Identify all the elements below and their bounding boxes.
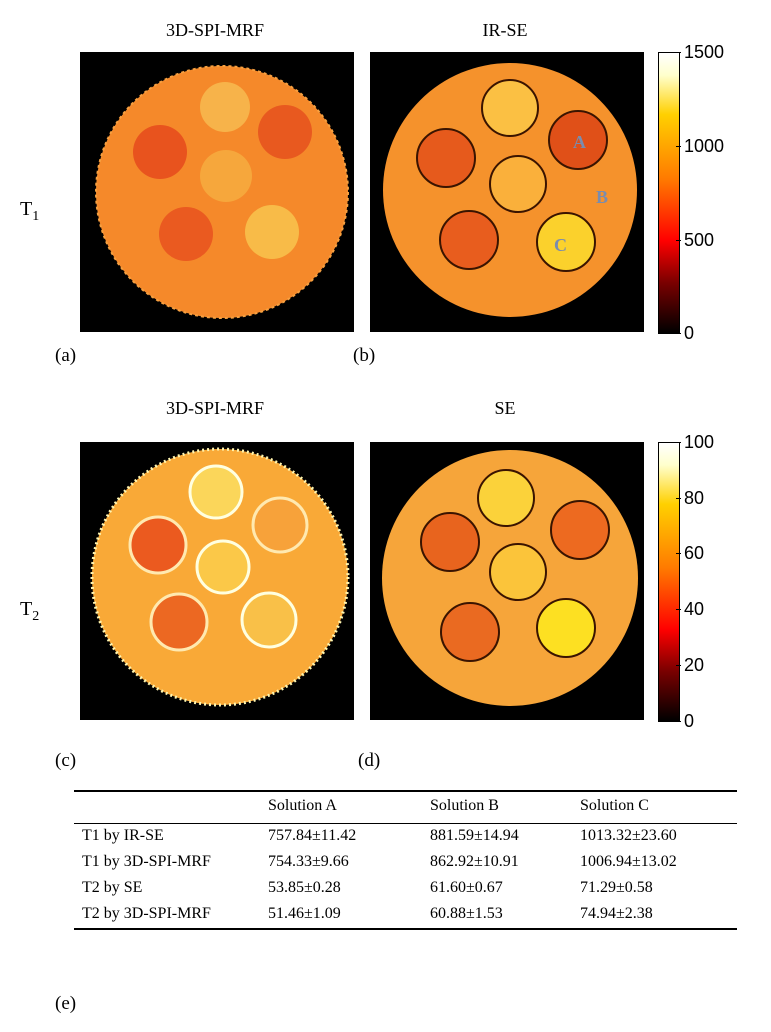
table-row: T2 by 3D-SPI-MRF 51.46±1.09 60.88±1.53 7… bbox=[74, 902, 737, 929]
table-cell: 754.33±9.66 bbox=[268, 853, 349, 870]
panel-label-e: (e) bbox=[55, 993, 77, 1014]
vial-label-a: A bbox=[573, 132, 586, 152]
t1-irse-map: A B C bbox=[370, 52, 644, 332]
table-cell: 757.84±11.42 bbox=[268, 827, 357, 844]
colorbar-t2-tick: 60 bbox=[684, 543, 705, 563]
colorbar-t2-tick: 100 bbox=[684, 432, 715, 452]
row-label-t1: T1 bbox=[20, 198, 40, 224]
colorbar-t2-tick: 80 bbox=[684, 488, 705, 508]
row-label-t2: T2 bbox=[20, 598, 40, 624]
table-row: T1 by IR-SE 757.84±11.42 881.59±14.94 10… bbox=[74, 824, 737, 851]
colorbar-t1-tick: 0 bbox=[684, 323, 695, 343]
colorbar-t1-tick: 1000 bbox=[684, 136, 725, 156]
table-header: Solution C bbox=[580, 797, 649, 814]
title-c: 3D-SPI-MRF bbox=[165, 398, 265, 418]
table-cell: T1 by IR-SE bbox=[82, 827, 164, 844]
colorbar-t2-tick: 20 bbox=[684, 655, 705, 675]
colorbar-t1-tick: 500 bbox=[684, 230, 715, 250]
table-row: T2 by SE 53.85±0.28 61.60±0.67 71.29±0.5… bbox=[74, 876, 737, 902]
t2-se-map bbox=[370, 442, 644, 720]
colorbar-t1 bbox=[658, 52, 680, 334]
colorbar-t1-tick: 1500 bbox=[684, 42, 725, 62]
table-cell: 53.85±0.28 bbox=[268, 879, 341, 896]
title-d: SE bbox=[494, 398, 516, 418]
table-cell: T2 by SE bbox=[82, 879, 143, 896]
t1-mrf-map bbox=[80, 52, 354, 332]
panel-label-c: (c) bbox=[55, 750, 77, 771]
table-row: T1 by 3D-SPI-MRF 754.33±9.66 862.92±10.9… bbox=[74, 850, 737, 876]
table-cell: 881.59±14.94 bbox=[430, 827, 519, 844]
table-cell: 60.88±1.53 bbox=[430, 905, 503, 922]
table-cell: T1 by 3D-SPI-MRF bbox=[82, 853, 211, 870]
panel-label-a: (a) bbox=[55, 345, 77, 366]
panel-label-b: (b) bbox=[353, 345, 376, 366]
title-b: IR-SE bbox=[482, 20, 528, 40]
table-cell: 862.92±10.91 bbox=[430, 853, 519, 870]
table-cell: 61.60±0.67 bbox=[430, 879, 503, 896]
colorbar-t2 bbox=[658, 442, 680, 722]
table-cell: T2 by 3D-SPI-MRF bbox=[82, 905, 211, 922]
table-cell: 51.46±1.09 bbox=[268, 905, 341, 922]
table-cell: 71.29±0.58 bbox=[580, 879, 653, 896]
table-header: Solution B bbox=[430, 797, 499, 814]
vial-label-c: C bbox=[554, 235, 567, 255]
vial-label-b: B bbox=[596, 187, 608, 207]
table-header bbox=[74, 791, 268, 824]
colorbar-t2-tick: 40 bbox=[684, 599, 705, 619]
table-header: Solution A bbox=[268, 797, 337, 814]
title-a: 3D-SPI-MRF bbox=[165, 20, 265, 40]
table-cell: 1013.32±23.60 bbox=[580, 827, 677, 844]
colorbar-t2-tick: 0 bbox=[684, 711, 695, 731]
panel-label-d: (d) bbox=[358, 750, 381, 771]
t2-mrf-map bbox=[80, 442, 354, 720]
results-table: Solution A Solution B Solution C T1 by I… bbox=[74, 790, 737, 930]
table-cell: 74.94±2.38 bbox=[580, 905, 653, 922]
table-cell: 1006.94±13.02 bbox=[580, 853, 677, 870]
table-header-row: Solution A Solution B Solution C bbox=[74, 791, 737, 824]
